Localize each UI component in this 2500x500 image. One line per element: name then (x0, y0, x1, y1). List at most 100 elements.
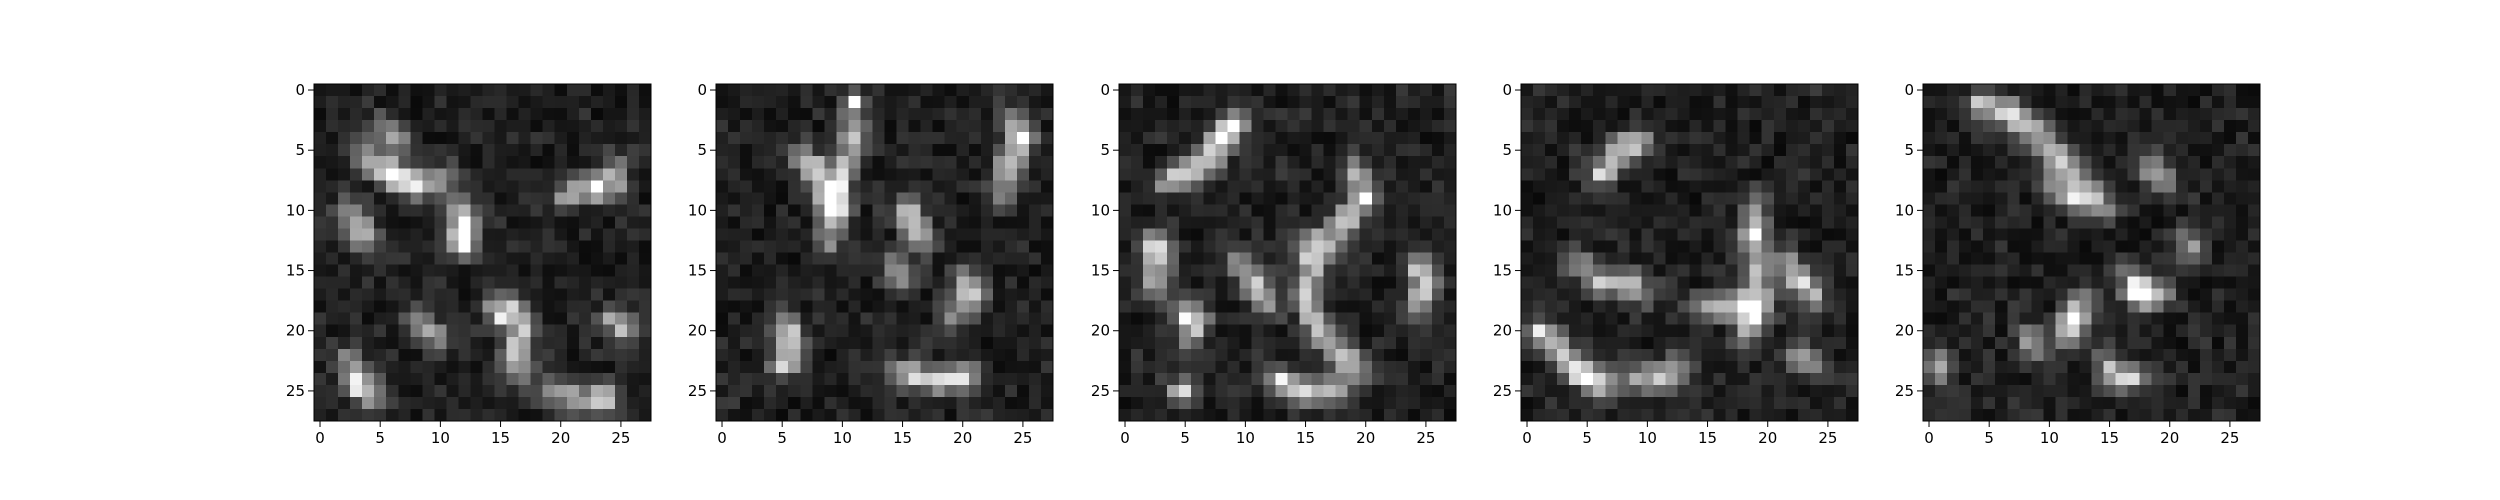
heatmap-cell (1251, 312, 1265, 326)
heatmap-cell (908, 276, 922, 290)
heatmap-cell (1179, 264, 1192, 278)
heatmap-cell (1935, 192, 1948, 205)
heatmap-cell (614, 360, 628, 374)
heatmap-cell (1311, 360, 1325, 374)
heatmap-cell (410, 324, 423, 338)
heatmap-cell (2163, 252, 2177, 266)
heatmap-cell (836, 252, 849, 266)
heatmap-cell (1040, 204, 1054, 217)
heatmap-cell (1443, 108, 1457, 121)
heatmap-cell (980, 312, 994, 326)
heatmap-cell (2031, 288, 2044, 302)
heatmap-cell (1677, 288, 1691, 302)
heatmap-cell (1016, 108, 1030, 121)
heatmap-cell (2019, 312, 2032, 326)
heatmap-cell (1395, 192, 1409, 205)
heatmap-cell (1629, 120, 1642, 133)
heatmap-cell (1773, 180, 1787, 193)
heatmap-cell (542, 300, 556, 314)
heatmap-cell (1167, 264, 1180, 278)
heatmap-cell (386, 180, 399, 193)
heatmap-cell (338, 312, 351, 326)
heatmap-cell (2163, 228, 2177, 242)
heatmap-cell (374, 192, 387, 205)
heatmap-cell (2007, 228, 2020, 242)
heatmap-cell (1689, 108, 1703, 121)
heatmap-cell (1797, 192, 1811, 205)
heatmap-cell (1016, 228, 1030, 242)
heatmap-cell (992, 228, 1006, 242)
heatmap-cell (350, 168, 363, 181)
heatmap-cell (1359, 396, 1373, 410)
heatmap-cell (386, 84, 399, 97)
heatmap-cell (968, 396, 982, 410)
heatmap-cell (1569, 228, 1582, 242)
heatmap-cell (410, 396, 423, 410)
heatmap-cell (872, 180, 886, 193)
heatmap-cell (896, 228, 910, 242)
heatmap-cell (1239, 408, 1252, 422)
heatmap-cell (740, 348, 753, 362)
heatmap-cell (1359, 84, 1373, 97)
heatmap-cell (1935, 204, 1948, 217)
heatmap-cell (1923, 132, 1936, 145)
heatmap-cell (602, 324, 616, 338)
heatmap-cell (326, 276, 339, 290)
heatmap-cell (1359, 408, 1373, 422)
heatmap-cell (2223, 372, 2237, 386)
heatmap-cell (1227, 96, 1240, 109)
heatmap-cell (326, 348, 339, 362)
heatmap-cell (1557, 408, 1570, 422)
heatmap-cell (1569, 396, 1582, 410)
heatmap-cell (1995, 84, 2008, 97)
heatmap-cell (2247, 408, 2261, 422)
heatmap-cell (350, 132, 363, 145)
heatmap-cell (1605, 360, 1618, 374)
heatmap-cell (422, 96, 435, 109)
heatmap-cell (1275, 264, 1289, 278)
heatmap-cell (1797, 372, 1811, 386)
heatmap-cell (980, 276, 994, 290)
heatmap-cell (1299, 204, 1313, 217)
heatmap-cell (992, 204, 1006, 217)
heatmap-cell (1040, 192, 1054, 205)
heatmap-cell (2223, 396, 2237, 410)
heatmap-cell (2247, 132, 2261, 145)
heatmap-cell (896, 204, 910, 217)
heatmap-cell (812, 324, 825, 338)
heatmap-cell (1431, 384, 1445, 398)
heatmap-cell (1617, 108, 1630, 121)
heatmap-cell (872, 204, 886, 217)
heatmap-cell (2151, 120, 2165, 133)
heatmap-cell (1677, 252, 1691, 266)
heatmap-cell (860, 120, 874, 133)
heatmap-cell (1725, 396, 1739, 410)
heatmap-cell (1521, 84, 1534, 97)
heatmap-cell (812, 372, 825, 386)
heatmap-cell (362, 156, 375, 169)
heatmap-cell (1845, 276, 1859, 290)
heatmap-cell (1809, 180, 1823, 193)
heatmap-cell (1809, 240, 1823, 254)
heatmap-cell (740, 276, 753, 290)
heatmap-cell (1131, 108, 1144, 121)
heatmap-cell (1275, 384, 1289, 398)
heatmap-cell (590, 276, 604, 290)
heatmap-cell (2127, 288, 2141, 302)
heatmap-cell (1299, 288, 1313, 302)
heatmap-cell (1617, 228, 1630, 242)
heatmap-cell (800, 192, 813, 205)
heatmap-cell (1641, 360, 1654, 374)
heatmap-cell (1040, 216, 1054, 230)
heatmap-cell (944, 324, 958, 338)
heatmap-cell (374, 372, 387, 386)
heatmap-cell (1311, 120, 1325, 133)
heatmap-cell (1299, 312, 1313, 326)
heatmap-cell (1419, 252, 1433, 266)
y-tick-label: 5 (1502, 141, 1512, 159)
heatmap-cell (1251, 144, 1265, 157)
heatmap-cell (2055, 300, 2069, 314)
heatmap-cell (398, 300, 411, 314)
heatmap-cell (824, 108, 837, 121)
heatmap-cell (398, 312, 411, 326)
